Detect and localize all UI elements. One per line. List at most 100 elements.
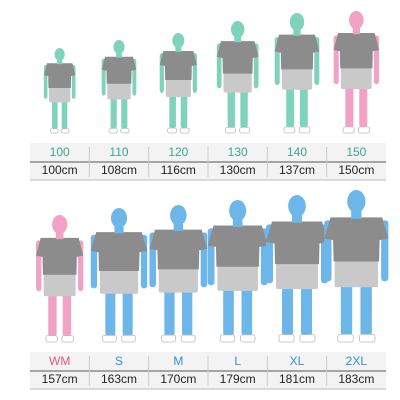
shoe	[50, 128, 59, 134]
shoe	[219, 334, 236, 343]
head	[170, 205, 187, 226]
shoe	[298, 126, 311, 134]
leg	[48, 291, 57, 336]
head	[229, 200, 247, 222]
shirt	[266, 221, 328, 265]
figure	[207, 200, 268, 343]
head	[113, 40, 125, 54]
neck	[55, 231, 64, 240]
figure	[159, 33, 197, 134]
shorts	[223, 68, 252, 93]
leg	[180, 93, 188, 128]
height-label: 100cm	[42, 163, 78, 177]
size-label: 140	[287, 145, 307, 159]
leg	[240, 88, 248, 128]
neck	[175, 46, 182, 52]
neck	[351, 209, 362, 219]
leg	[62, 291, 72, 336]
shoe	[283, 126, 296, 134]
size-label: 150	[346, 145, 366, 159]
shorts	[340, 62, 372, 90]
figure	[90, 208, 148, 343]
shirt	[274, 34, 320, 70]
head	[54, 48, 65, 61]
leg	[182, 287, 193, 336]
shoe	[108, 127, 118, 134]
height-label: 150cm	[338, 163, 374, 177]
figure	[324, 190, 389, 343]
figure	[36, 215, 84, 343]
shoe	[179, 127, 190, 134]
shorts	[158, 262, 198, 293]
leg	[340, 281, 353, 335]
shoe	[337, 333, 354, 343]
leg	[345, 84, 354, 127]
leg	[52, 99, 58, 129]
shorts	[217, 259, 258, 291]
height-label: 179cm	[220, 372, 256, 386]
height-label: 163cm	[101, 372, 137, 386]
shoe	[299, 334, 316, 343]
shoe	[60, 128, 70, 134]
size-label: 130	[228, 145, 248, 159]
shirt	[333, 32, 380, 69]
figure	[266, 195, 328, 343]
neck	[114, 225, 124, 234]
figure	[333, 11, 380, 134]
head	[110, 208, 128, 229]
shoe	[278, 334, 295, 343]
shirt	[149, 229, 208, 270]
shirt	[43, 63, 76, 88]
leg	[282, 283, 294, 335]
head	[172, 33, 185, 48]
shoe	[342, 126, 355, 134]
neck	[292, 214, 302, 223]
neck	[57, 59, 63, 65]
shoe	[240, 334, 256, 343]
shirt	[101, 56, 137, 84]
head	[349, 11, 364, 30]
size-label: S	[115, 354, 123, 368]
height-label: 183cm	[338, 372, 374, 386]
size-label: WM	[49, 354, 70, 368]
figure	[216, 21, 259, 134]
shorts	[165, 75, 191, 97]
size-label: 100	[50, 145, 70, 159]
shirt	[159, 51, 197, 80]
figure	[149, 205, 208, 343]
neck	[173, 222, 183, 232]
neck	[234, 35, 242, 43]
shoe	[225, 127, 237, 134]
head	[230, 21, 245, 38]
shoe	[359, 333, 376, 343]
leg	[122, 288, 133, 336]
height-label: 108cm	[101, 163, 137, 177]
shorts	[334, 253, 379, 288]
size-label: 110	[109, 145, 128, 159]
leg	[121, 95, 128, 129]
leg	[105, 288, 116, 336]
shoe	[161, 334, 176, 343]
leg	[227, 88, 235, 128]
leg	[286, 85, 295, 127]
neck	[293, 28, 301, 36]
shorts	[48, 83, 71, 103]
shoe	[167, 127, 177, 134]
size-label: L	[234, 354, 241, 368]
shirt	[36, 237, 84, 275]
shoe	[121, 334, 136, 343]
height-label: 137cm	[279, 163, 315, 177]
shorts	[276, 256, 318, 290]
shoe	[102, 334, 117, 343]
size-label: 2XL	[346, 354, 368, 368]
shirt	[207, 225, 268, 267]
head	[347, 190, 366, 213]
size-label: XL	[290, 354, 305, 368]
leg	[169, 93, 176, 128]
leg	[241, 285, 253, 335]
leg	[223, 285, 234, 335]
leg	[110, 95, 117, 129]
size-label: M	[173, 354, 183, 368]
head	[52, 215, 68, 235]
